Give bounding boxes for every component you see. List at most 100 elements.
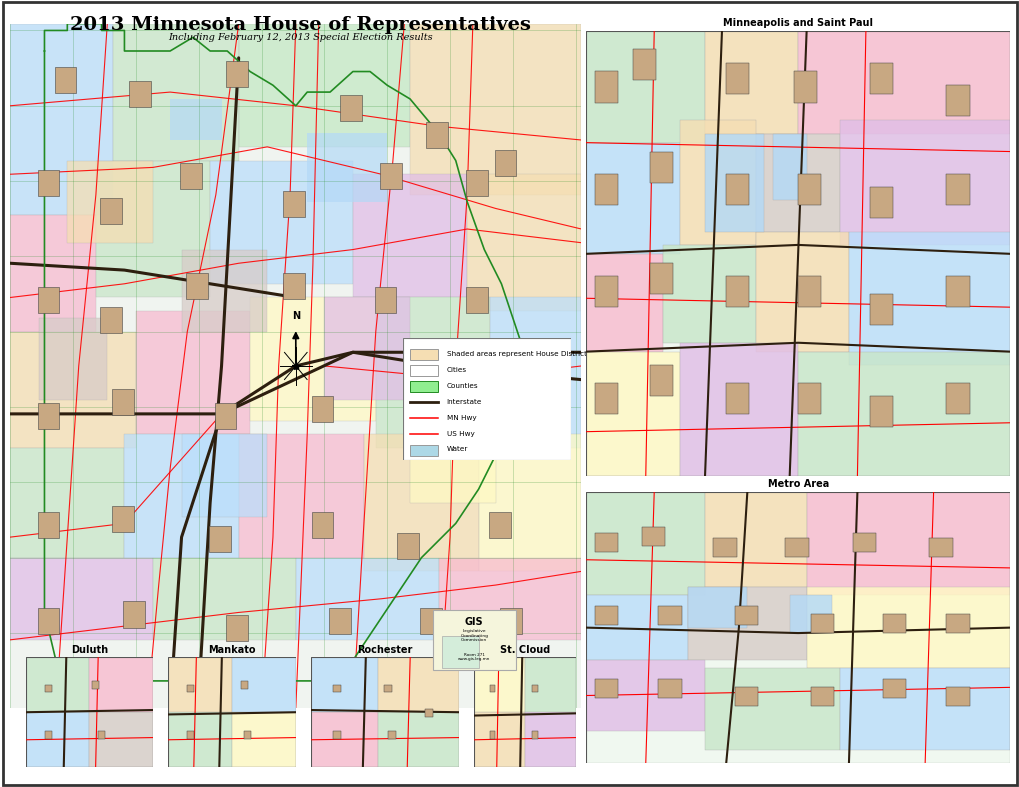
Bar bbox=[726, 174, 749, 205]
Bar bbox=[594, 679, 618, 698]
Bar bbox=[532, 685, 538, 693]
Bar bbox=[123, 601, 145, 627]
Bar bbox=[586, 253, 662, 352]
Bar bbox=[209, 527, 230, 552]
Bar bbox=[364, 434, 478, 571]
Bar bbox=[586, 492, 704, 595]
Bar bbox=[333, 685, 341, 693]
Bar bbox=[180, 163, 202, 190]
Bar bbox=[848, 231, 1009, 365]
Bar bbox=[586, 352, 679, 476]
Bar bbox=[704, 134, 763, 231]
Bar bbox=[474, 657, 525, 712]
Bar bbox=[726, 382, 749, 414]
Bar bbox=[594, 72, 618, 102]
Text: Metro Area: Metro Area bbox=[766, 478, 828, 489]
Bar bbox=[311, 657, 377, 712]
Bar bbox=[128, 81, 151, 107]
Text: GIS: GIS bbox=[465, 616, 483, 626]
Bar bbox=[312, 512, 333, 538]
Bar bbox=[425, 709, 433, 717]
Bar bbox=[410, 349, 438, 360]
Bar bbox=[726, 276, 749, 307]
Bar bbox=[10, 332, 136, 448]
Bar bbox=[170, 99, 221, 140]
Bar bbox=[39, 318, 107, 400]
Text: Duluth: Duluth bbox=[70, 645, 108, 655]
Bar bbox=[649, 152, 673, 183]
Bar bbox=[112, 505, 133, 532]
Bar bbox=[928, 538, 952, 557]
Bar bbox=[244, 731, 251, 739]
Bar bbox=[797, 352, 1009, 476]
Bar bbox=[374, 286, 396, 312]
Bar bbox=[168, 712, 232, 767]
Bar bbox=[240, 682, 248, 689]
Bar bbox=[797, 382, 820, 414]
Bar bbox=[882, 614, 905, 633]
Bar bbox=[307, 133, 387, 201]
Bar bbox=[38, 512, 59, 538]
Bar bbox=[45, 685, 52, 693]
Bar bbox=[100, 198, 122, 224]
Bar bbox=[432, 609, 516, 670]
Bar bbox=[45, 731, 52, 739]
Bar bbox=[586, 660, 704, 731]
Bar bbox=[10, 448, 124, 558]
Bar bbox=[679, 120, 755, 245]
Bar bbox=[312, 396, 333, 422]
Bar bbox=[426, 122, 447, 148]
Bar bbox=[296, 558, 438, 640]
Bar bbox=[852, 533, 875, 552]
Bar bbox=[789, 595, 832, 633]
Bar bbox=[283, 273, 305, 299]
Bar bbox=[324, 297, 410, 400]
Bar bbox=[410, 445, 438, 456]
Bar bbox=[662, 245, 755, 343]
Bar bbox=[187, 731, 195, 739]
Bar bbox=[806, 587, 1009, 668]
Bar bbox=[383, 685, 391, 693]
Bar bbox=[124, 434, 238, 558]
Bar bbox=[793, 72, 816, 102]
Bar bbox=[946, 174, 969, 205]
Text: Shaded areas represent House Districts: Shaded areas represent House Districts bbox=[446, 351, 590, 357]
Bar bbox=[38, 170, 59, 196]
Bar bbox=[181, 434, 267, 516]
Text: Mankato: Mankato bbox=[208, 645, 256, 655]
Bar bbox=[704, 668, 840, 750]
Bar bbox=[688, 587, 747, 628]
Bar bbox=[649, 365, 673, 396]
Bar bbox=[810, 687, 834, 707]
Bar bbox=[136, 311, 250, 434]
Bar bbox=[55, 68, 76, 94]
Bar bbox=[92, 682, 99, 689]
Bar bbox=[25, 657, 90, 712]
Bar bbox=[810, 614, 834, 633]
Bar bbox=[726, 63, 749, 94]
Bar bbox=[168, 657, 232, 712]
Bar bbox=[38, 403, 59, 429]
Bar bbox=[755, 134, 840, 231]
Bar bbox=[488, 512, 511, 538]
Bar bbox=[375, 297, 489, 448]
Bar bbox=[499, 608, 522, 634]
Bar bbox=[333, 731, 341, 739]
Bar bbox=[489, 297, 581, 448]
Bar bbox=[594, 606, 618, 625]
Bar bbox=[467, 174, 581, 311]
Text: Room 271
www.gis.leg.mn: Room 271 www.gis.leg.mn bbox=[458, 652, 490, 661]
Bar bbox=[238, 434, 364, 558]
Bar bbox=[466, 170, 487, 196]
Bar bbox=[10, 24, 113, 216]
Bar bbox=[100, 307, 122, 333]
Bar bbox=[112, 390, 133, 416]
Bar bbox=[442, 637, 479, 668]
Bar bbox=[840, 120, 1009, 245]
Bar bbox=[410, 421, 495, 503]
Bar bbox=[397, 533, 419, 559]
Bar bbox=[869, 294, 893, 325]
Bar bbox=[494, 150, 516, 176]
Bar bbox=[532, 731, 538, 739]
Bar bbox=[10, 558, 153, 640]
